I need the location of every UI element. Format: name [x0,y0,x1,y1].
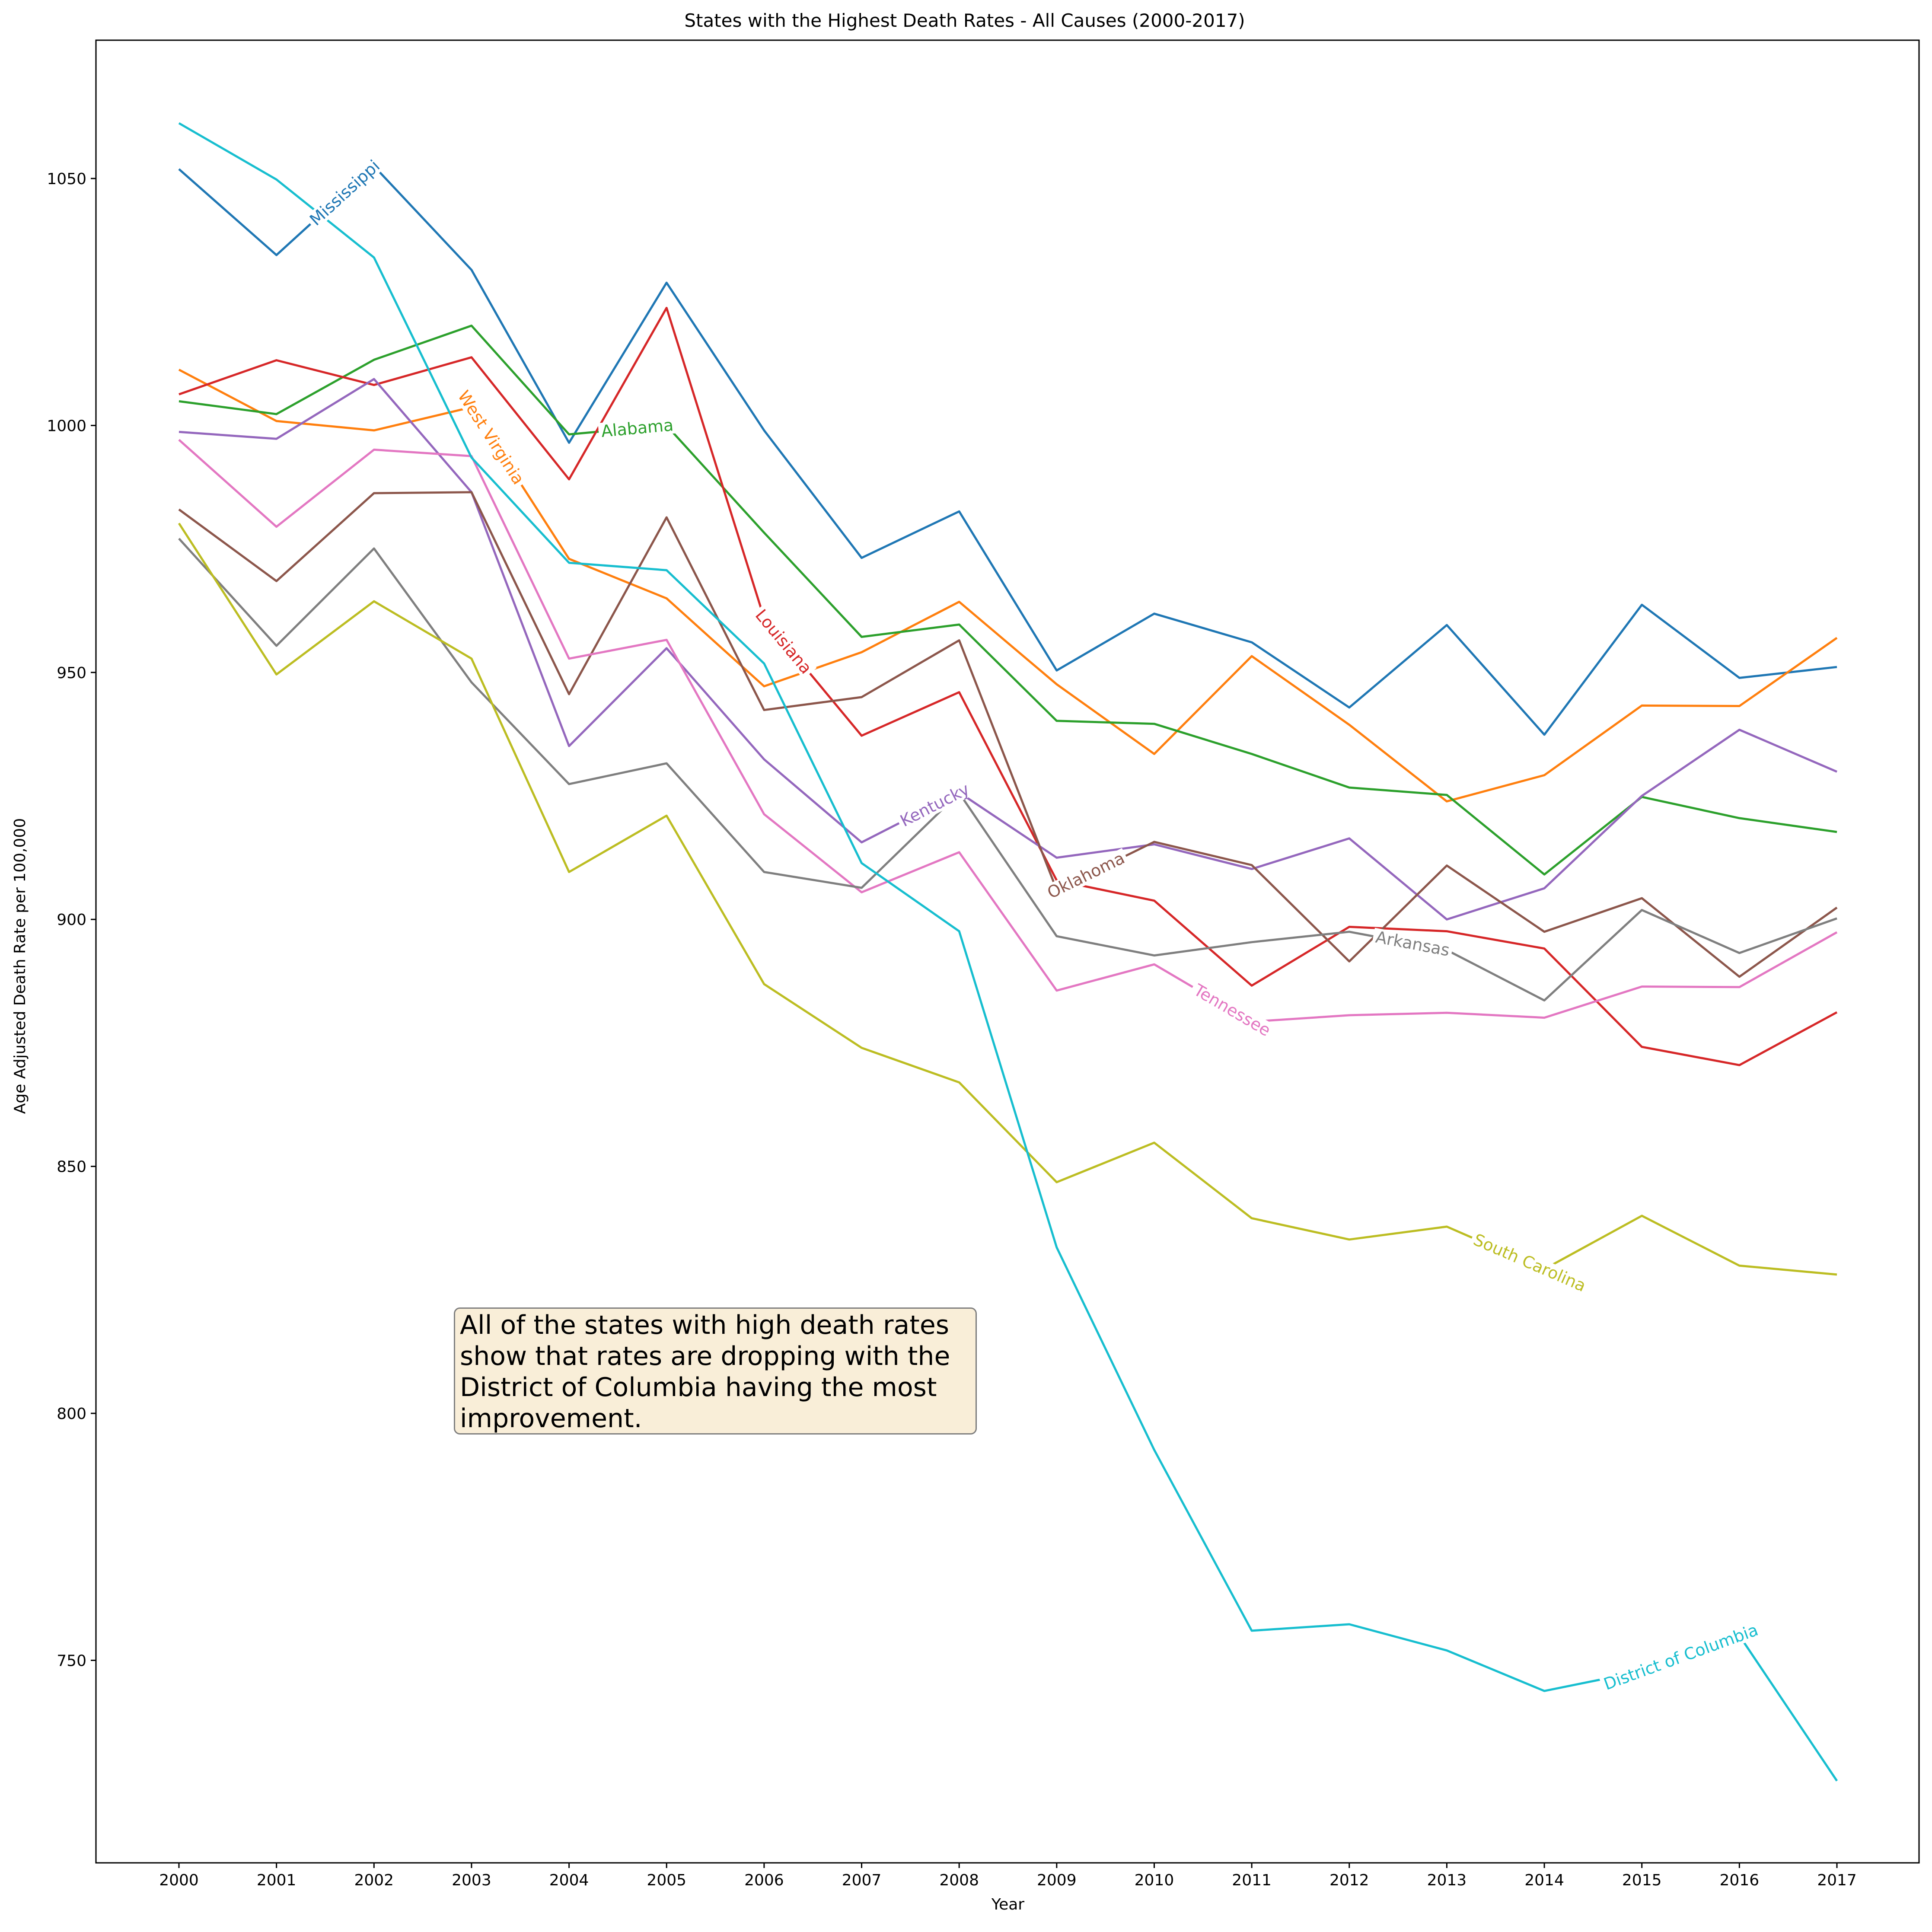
y-tick-label: 850 [57,1158,86,1176]
svg-text:Arkansas: Arkansas [1374,928,1451,960]
series-labels: Mississippi West Virginia Alabama Louisiana… [304,155,1763,1694]
x-tick-label: 2007 [842,1871,882,1889]
chart-title: States with the Highest Death Rates - Al… [684,10,1245,31]
series-line-mississippi [178,165,1837,736]
svg-text:District of Columbia: District of Columbia [1601,1620,1760,1694]
x-tick-label: 2004 [549,1871,589,1889]
svg-text:West Virginia: West Virginia [454,387,528,488]
x-tick-label: 2011 [1232,1871,1272,1889]
series-label-alabama: Alabama [598,415,677,441]
annotation-box [454,1307,977,1435]
x-tick-label: 2013 [1427,1871,1467,1889]
y-tick-label: 1050 [47,170,86,188]
series-line-west-virginia [178,369,1838,803]
x-tick-label: 2017 [1817,1871,1857,1889]
series-line-district-of-columbia [178,122,1838,1782]
y-tick-label: 900 [57,911,86,929]
x-tick-label: 2005 [647,1871,686,1889]
x-tick-label: 2015 [1622,1871,1662,1889]
x-tick-label: 2002 [354,1871,394,1889]
x-tick-label: 2008 [939,1871,979,1889]
x-axis: 2000 2001 2002 2003 2004 2005 2006 2007 2008 2009… [159,1863,1857,1889]
y-tick-label: 950 [57,664,86,682]
x-tick-label: 2006 [744,1871,784,1889]
series-label-mississippi: Mississippi [304,155,385,231]
series-label-west-virginia: West Virginia [453,385,529,490]
x-axis-label: Year [991,1896,1024,1913]
plot-frame [95,39,1920,1864]
series-label-south-carolina: South Carolina [1468,1230,1591,1296]
series-label-kentucky: Kentucky [895,779,975,831]
x-tick-label: 2001 [257,1871,296,1889]
x-tick-label: 2010 [1135,1871,1174,1889]
x-tick-label: 2014 [1524,1871,1564,1889]
annotation-text: All of the states with high death rates … [460,1310,950,1434]
svg-text:Kentucky: Kentucky [897,779,973,830]
x-tick-label: 2016 [1720,1871,1760,1889]
x-tick-label: 2003 [452,1871,491,1889]
x-tick-label: 2000 [159,1871,199,1889]
svg-text:South Carolina: South Carolina [1471,1230,1589,1296]
series-line-south-carolina [178,523,1837,1276]
svg-text:Mississippi: Mississippi [306,156,383,230]
series-line-oklahoma [178,491,1838,978]
series-line-kentucky [179,378,1837,921]
y-tick-label: 750 [57,1652,86,1670]
y-axis: 750 800 850 900 950 1000 1050 [47,170,96,1670]
series-label-tennessee: Tennessee [1188,979,1276,1041]
x-tick-label: 2009 [1037,1871,1077,1889]
series-lines [178,122,1838,1782]
series-line-tennessee [178,439,1838,1023]
series-line-arkansas [178,538,1837,1002]
svg-text:Alabama: Alabama [600,415,674,441]
x-tick-label: 2012 [1329,1871,1369,1889]
y-tick-label: 1000 [47,417,86,435]
series-label-louisiana: Louisiana [750,604,817,679]
svg-text:Louisiana: Louisiana [752,606,816,677]
y-tick-label: 800 [57,1405,86,1423]
series-line-louisiana [179,306,1838,1066]
y-axis-label: Age Adjusted Death Rate per 100,000 [11,818,29,1114]
series-label-district-of-columbia: District of Columbia [1599,1620,1763,1694]
svg-text:Tennessee: Tennessee [1190,980,1274,1040]
series-line-alabama [179,325,1837,876]
